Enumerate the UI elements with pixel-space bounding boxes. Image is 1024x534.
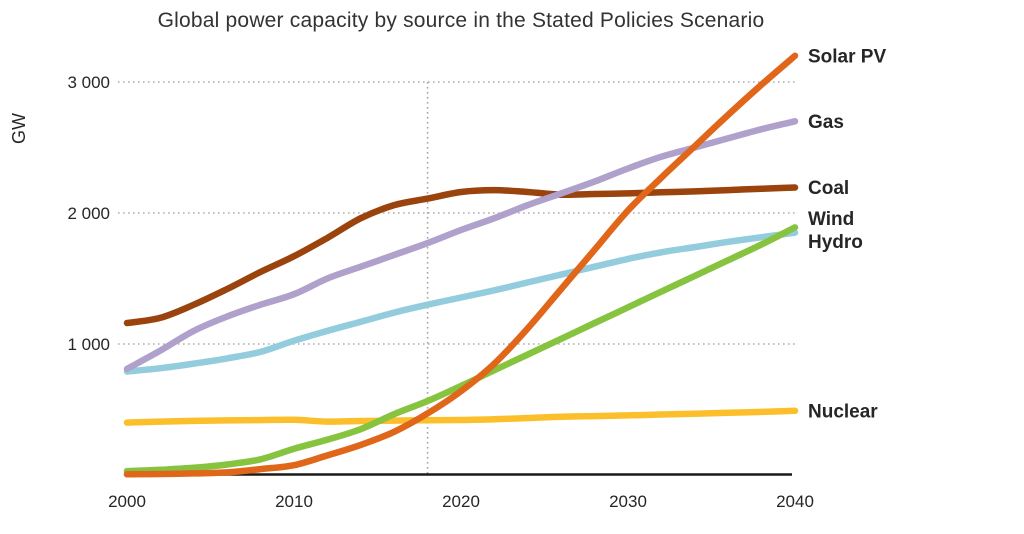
y-tick-3000: 3 000 [67,73,110,92]
x-tick-2030: 2030 [609,492,647,511]
series-line-coal [123,184,799,327]
legend-nuclear: Nuclear [808,401,878,422]
x-tick-2000: 2000 [108,492,146,511]
series-line-gas [123,118,799,373]
y-tick-1000: 1 000 [67,335,110,354]
x-tick-2040: 2040 [776,492,814,511]
legend-hydro: Hydro [808,232,863,253]
x-tick-2010: 2010 [275,492,313,511]
series-line-wind [123,224,799,475]
series-line-solar-pv [123,52,799,478]
legend-gas: Gas [808,112,844,133]
y-tick-2000: 2 000 [67,204,110,223]
chart-title: Global power capacity by source in the S… [157,9,765,32]
series-line-nuclear [123,407,799,426]
series-line-hydro [123,229,799,375]
legend-solar-pv: Solar PV [808,46,886,67]
x-tick-2020: 2020 [442,492,480,511]
legend-wind: Wind [808,209,854,230]
legend-coal: Coal [808,178,849,199]
